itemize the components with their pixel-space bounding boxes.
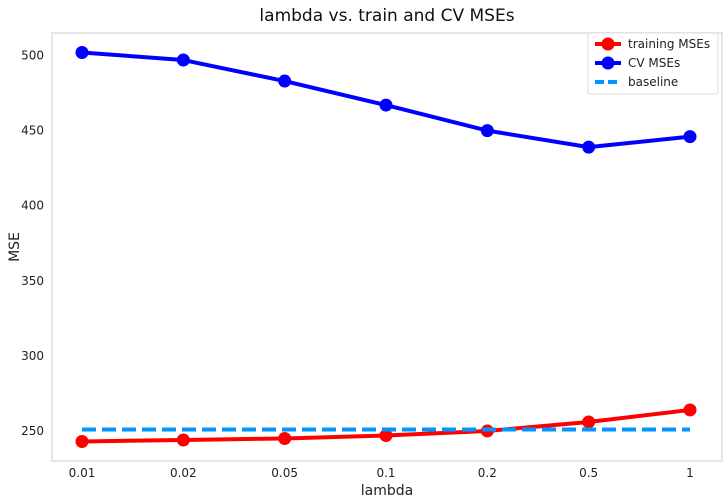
y-tick-label: 500 (21, 49, 44, 63)
legend-label: baseline (628, 75, 678, 89)
legend-label: CV MSEs (628, 56, 680, 70)
x-axis-label: lambda (361, 483, 413, 499)
data-point (176, 433, 190, 447)
data-point (683, 403, 697, 417)
data-point (278, 74, 292, 88)
data-point (379, 428, 393, 442)
x-tick-label: 0.2 (478, 466, 497, 480)
data-point (75, 46, 89, 60)
data-point (582, 140, 596, 154)
data-point (480, 124, 494, 138)
x-tick-label: 0.05 (271, 466, 298, 480)
x-axis-ticks: 0.01 0.02 0.05 0.1 0.2 0.5 1 (69, 466, 694, 480)
x-tick-label: 0.02 (170, 466, 197, 480)
legend-box (587, 32, 719, 95)
y-tick-label: 300 (21, 349, 44, 363)
data-point (75, 434, 89, 448)
data-point (379, 98, 393, 112)
y-tick-label: 400 (21, 199, 44, 213)
legend: training MSEs CV MSEs baseline (587, 32, 719, 95)
plot-area (51, 32, 723, 462)
y-tick-label: 450 (21, 124, 44, 138)
x-tick-label: 0.01 (69, 466, 96, 480)
y-tick-label: 350 (21, 274, 44, 288)
x-tick-label: 0.5 (579, 466, 598, 480)
y-axis-ticks: 250 300 350 400 450 500 (21, 49, 44, 438)
data-point (176, 53, 190, 67)
y-axis-label: MSE (7, 232, 23, 262)
x-tick-label: 1 (686, 466, 694, 480)
series-layer (75, 46, 697, 448)
data-point (683, 130, 697, 144)
data-point (582, 415, 596, 429)
legend-marker (601, 37, 615, 51)
chart-title: lambda vs. train and CV MSEs (259, 6, 514, 26)
legend-marker (601, 56, 615, 70)
legend-label: training MSEs (628, 37, 710, 51)
x-tick-label: 0.1 (376, 466, 395, 480)
y-tick-label: 250 (21, 424, 44, 438)
data-point (278, 431, 292, 445)
